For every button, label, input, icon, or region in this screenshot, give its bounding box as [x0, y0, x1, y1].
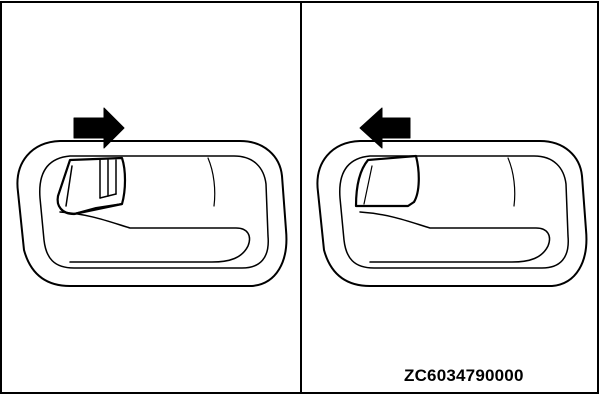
reference-code: ZC6034790000: [404, 366, 524, 385]
outer-border: [0, 1, 599, 394]
left-panel: [16, 107, 288, 287]
diagram-frame: [0, 1, 599, 394]
left-bezel-outer: [16, 140, 288, 287]
right-arrow-left: [359, 107, 411, 149]
left-arrow-right: [73, 107, 125, 149]
right-bezel-inner: [339, 155, 569, 269]
right-panel: [316, 107, 588, 287]
right-bezel-outer: [316, 140, 588, 287]
right-recess-curve: [359, 211, 551, 263]
left-lever: [56, 156, 127, 216]
left-recess-curve: [59, 211, 251, 263]
right-lever: [354, 154, 420, 208]
left-bezel-inner: [39, 155, 269, 269]
door-handle-diagram: [0, 1, 599, 394]
